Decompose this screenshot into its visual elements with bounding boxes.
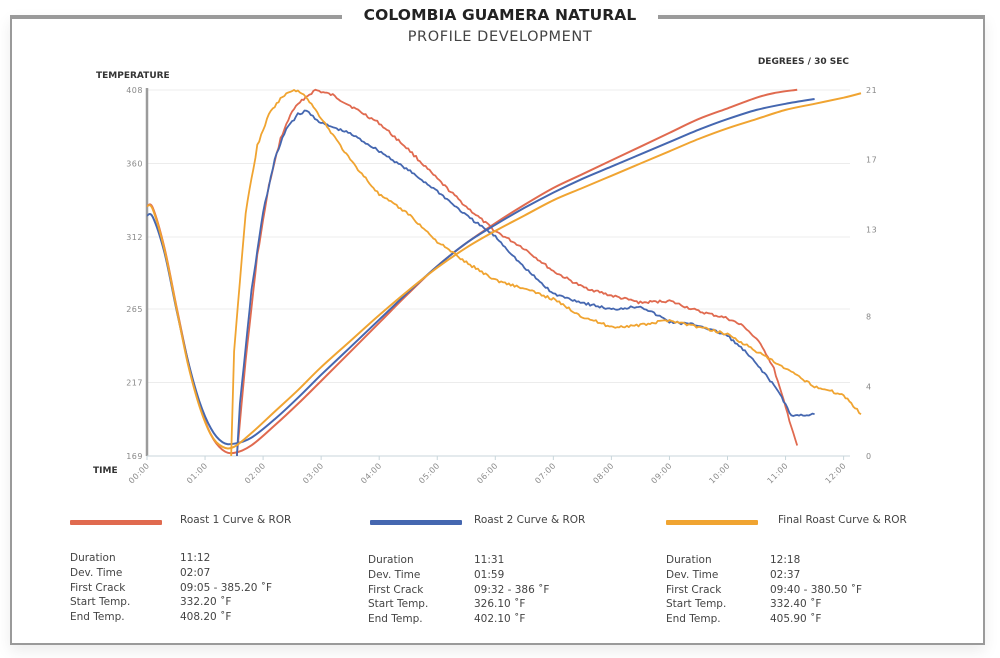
roast-profile-chart: TEMPERATURE DEGREES / 30 SEC TIME 408360… (93, 57, 877, 485)
y2-tick-label: 21 (866, 86, 877, 95)
y2-tick-label: 4 (866, 382, 872, 391)
stat-row: First Crack 09:32 - 386 ˚F (368, 583, 608, 598)
stat-row: Duration 11:31 (368, 553, 608, 568)
stat-row: Dev. Time 02:07 (70, 566, 310, 581)
y2-axis-title: DEGREES / 30 SEC (758, 57, 850, 67)
x-tick-label: 00:00 (127, 461, 151, 485)
chart-frame (10, 15, 985, 645)
x-tick-label: 06:00 (475, 461, 499, 485)
stat-row: First Crack 09:40 - 380.50 ˚F (666, 583, 906, 598)
y-tick-label: 360 (126, 160, 143, 169)
stat-value: 326.10 ˚F (474, 598, 526, 611)
stat-value: 332.40 ˚F (770, 598, 822, 611)
stat-value: 11:12 (180, 552, 211, 564)
stat-value: 09:32 - 386 ˚F (474, 583, 550, 596)
roast-stats-2: Duration 11:31 Dev. Time 01:59 First Crack 09… (368, 553, 608, 627)
stat-row: End Temp. 408.20 ˚F (70, 610, 310, 625)
stat-key: Duration (666, 554, 712, 566)
y-axis-title: TEMPERATURE (96, 71, 170, 81)
stat-key: End Temp. (70, 611, 125, 624)
stat-value: 11:31 (474, 554, 505, 566)
stat-value: 405.90 ˚F (770, 613, 822, 626)
x-tick-label: 03:00 (301, 461, 325, 485)
legend-label: Final Roast Curve & ROR (778, 514, 907, 526)
y-tick-label: 265 (126, 305, 143, 314)
x-tick-label: 09:00 (649, 461, 673, 485)
stat-row: End Temp. 405.90 ˚F (666, 612, 906, 627)
x-tick-label: 07:00 (533, 461, 557, 485)
y-tick-label: 169 (126, 452, 143, 461)
stat-row: End Temp. 402.10 ˚F (368, 612, 608, 627)
y-tick-label: 408 (126, 86, 143, 95)
y2-tick-label: 17 (866, 156, 877, 165)
stat-value: 12:18 (770, 554, 801, 566)
stat-value: 402.10 ˚F (474, 613, 526, 626)
ror-curve-2 (236, 109, 815, 456)
x-axis-title: TIME (93, 466, 118, 476)
legend-label: Roast 2 Curve & ROR (474, 514, 586, 526)
stat-value: 332.20 ˚F (180, 596, 232, 609)
chart-title: COLOMBIA GUAMERA NATURAL (341, 3, 659, 27)
stat-value: 02:37 (770, 568, 801, 581)
x-tick-label: 08:00 (591, 461, 615, 485)
stat-key: End Temp. (368, 613, 423, 626)
temperature-curve-3 (146, 92, 862, 450)
stat-key: Start Temp. (70, 596, 131, 609)
stat-key: Duration (368, 554, 414, 566)
stat-row: First Crack 09:05 - 385.20 ˚F (70, 581, 310, 596)
stat-key: Start Temp. (368, 598, 429, 611)
y-tick-label: 312 (126, 233, 143, 242)
series-lines (146, 88, 862, 456)
chart-subtitle: PROFILE DEVELOPMENT (407, 29, 593, 45)
stat-key: Dev. Time (666, 568, 719, 581)
ror-curve-3 (230, 89, 862, 456)
y-ticks: 408 360 312 265 217 169 (126, 86, 143, 461)
legend-swatch (70, 520, 162, 525)
stat-row: Start Temp. 332.20 ˚F (70, 595, 310, 610)
y2-ticks: 21 17 13 8 4 0 (866, 86, 877, 461)
stat-key: First Crack (666, 583, 722, 596)
temperature-curve-2 (146, 98, 815, 446)
x-ticks: 00:00 01:00 02:00 03:00 04:00 05:00 06:00 07:00… (127, 456, 848, 485)
x-tick-label: 10:00 (707, 461, 731, 485)
stat-row: Dev. Time 01:59 (368, 568, 608, 583)
stat-row: Start Temp. 332.40 ˚F (666, 597, 906, 612)
y2-tick-label: 13 (866, 225, 877, 234)
legend-swatch (666, 520, 758, 525)
axes: TEMPERATURE DEGREES / 30 SEC TIME (93, 57, 850, 476)
roast-stats-1: Duration 11:12 Dev. Time 02:07 First Crack 09… (70, 551, 310, 625)
stat-key: Start Temp. (666, 598, 727, 611)
x-tick-label: 11:00 (766, 461, 790, 485)
stat-row: Dev. Time 02:37 (666, 568, 906, 583)
stat-key: First Crack (368, 583, 424, 596)
stat-value: 01:59 (474, 568, 505, 581)
ror-curve-1 (236, 88, 799, 456)
stat-row: Start Temp. 326.10 ˚F (368, 597, 608, 612)
stat-value: 408.20 ˚F (180, 611, 232, 624)
stat-key: Duration (70, 552, 116, 564)
stat-row: Duration 11:12 (70, 551, 310, 566)
roast-stats-3: Duration 12:18 Dev. Time 02:37 First Crack 09… (666, 553, 906, 627)
title-bar: COLOMBIA GUAMERA NATURAL (0, 3, 1000, 29)
x-tick-label: 01:00 (185, 461, 209, 485)
stat-value: 09:40 - 380.50 ˚F (770, 583, 863, 596)
stat-key: Dev. Time (368, 568, 421, 581)
gridlines (147, 89, 850, 383)
y2-tick-label: 0 (866, 452, 872, 461)
x-tick-label: 05:00 (417, 461, 441, 485)
stat-key: End Temp. (666, 613, 721, 626)
x-tick-label: 12:00 (824, 461, 848, 485)
stat-value: 02:07 (180, 566, 211, 579)
stat-value: 09:05 - 385.20 ˚F (180, 581, 273, 594)
stat-key: First Crack (70, 581, 126, 594)
legend-swatch (370, 520, 462, 525)
temperature-curve-1 (146, 88, 798, 455)
x-tick-label: 04:00 (359, 461, 383, 485)
legend-label: Roast 1 Curve & ROR (180, 514, 292, 526)
x-tick-label: 02:00 (243, 461, 267, 485)
y2-tick-label: 8 (866, 313, 872, 322)
stat-row: Duration 12:18 (666, 553, 906, 568)
y-tick-label: 217 (126, 378, 143, 387)
stat-key: Dev. Time (70, 566, 123, 579)
